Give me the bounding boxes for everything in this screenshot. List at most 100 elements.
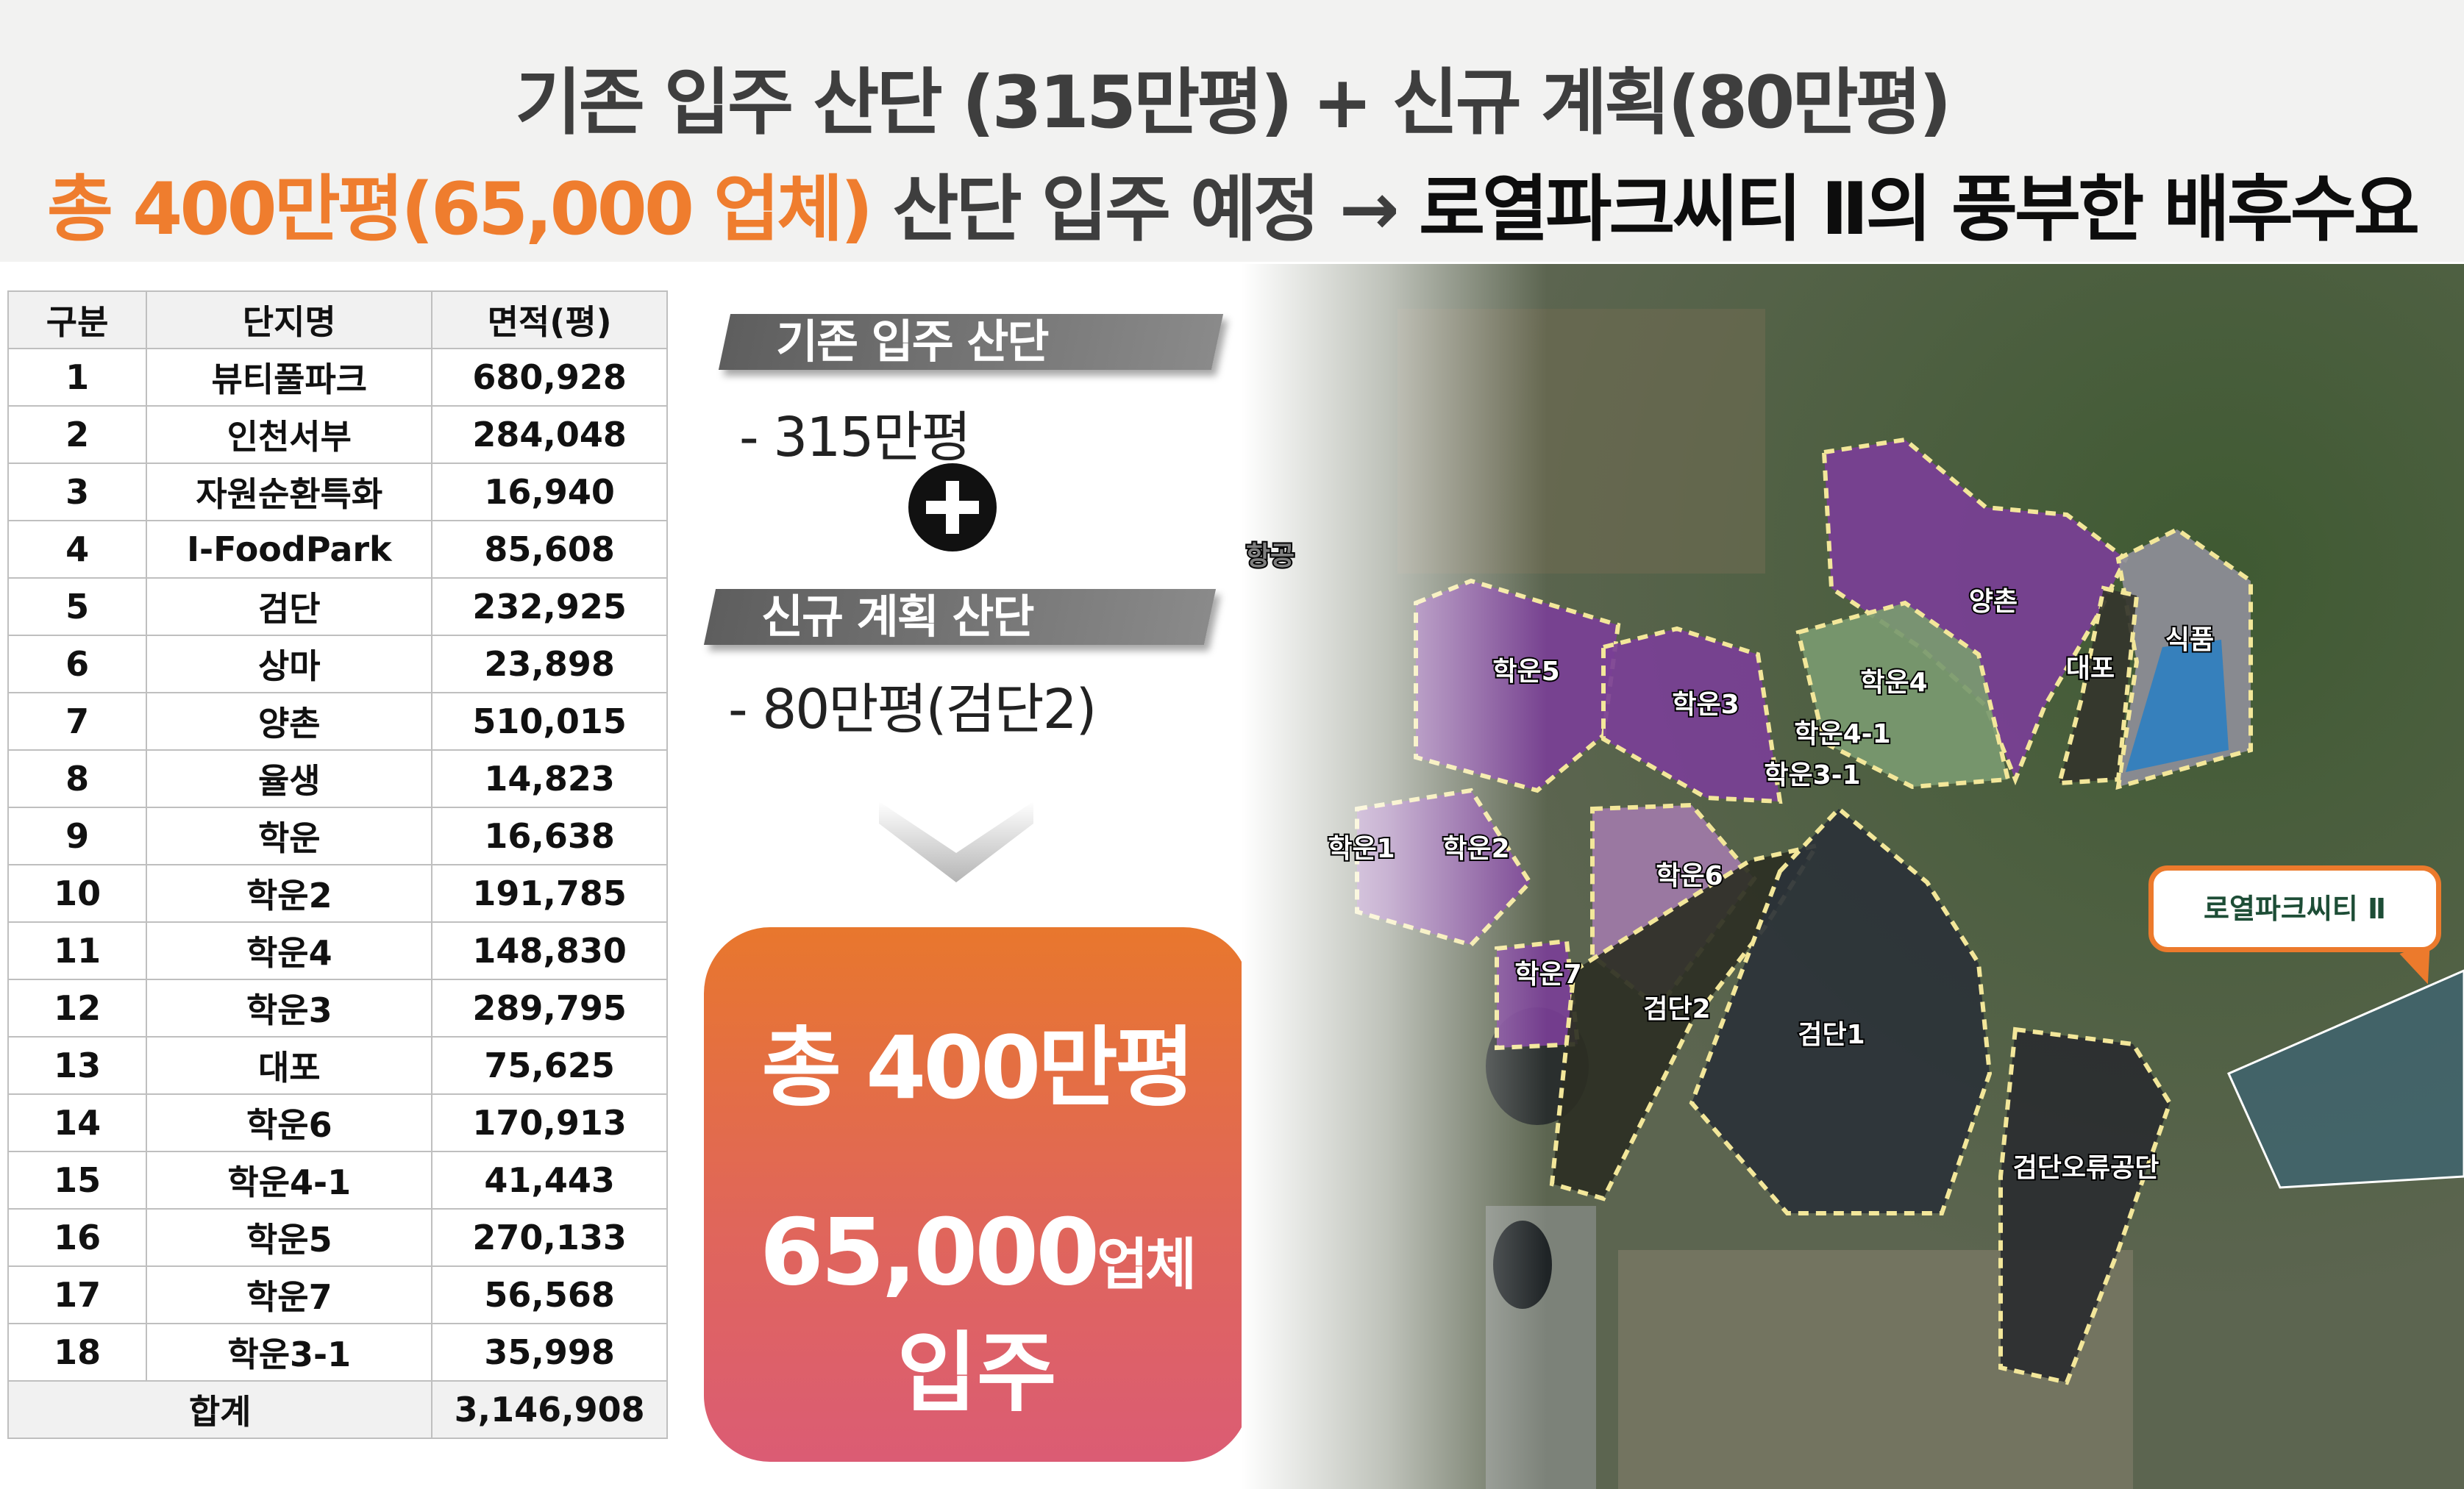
title-line-2: 총 400만평(65,000 업체) 산단 입주 예정 → 로열파크씨티 Ⅱ의 … bbox=[0, 151, 2464, 255]
row-number: 7 bbox=[7, 692, 148, 751]
row-number: 8 bbox=[7, 749, 148, 808]
table-row: 1 뷰티풀파크 680,928 bbox=[7, 348, 668, 407]
table-row: 4 I-FoodPark 85,608 bbox=[7, 520, 668, 579]
map-label: 검단1 bbox=[1798, 1020, 1865, 1050]
map-label: 양촌 bbox=[1969, 587, 2018, 617]
royal-park-city-callout: 로열파크씨티 Ⅱ bbox=[2148, 865, 2441, 952]
total-summary-box: 총 400만평 65,000업체 입주 bbox=[704, 927, 1250, 1462]
existing-complex-label: 기존 입주 산단 bbox=[776, 315, 1048, 368]
complex-name: 상마 bbox=[146, 635, 433, 693]
complex-name: 뷰티풀파크 bbox=[146, 348, 433, 407]
total-label: 합계 bbox=[7, 1380, 433, 1439]
complex-name: 학운5 bbox=[146, 1208, 433, 1267]
complex-area: 270,133 bbox=[431, 1208, 668, 1267]
existing-complex-value: - 315만평 bbox=[739, 406, 972, 469]
column-header-category: 구분 bbox=[7, 290, 148, 349]
map-label: 항공 bbox=[1246, 541, 1295, 571]
map-label: 학운3 bbox=[1672, 690, 1739, 720]
row-number: 3 bbox=[7, 463, 148, 521]
table-row: 14 학운6 170,913 bbox=[7, 1093, 668, 1152]
row-number: 9 bbox=[7, 807, 148, 865]
new-complex-banner: 신규 계획 산단 bbox=[703, 589, 1217, 645]
complex-name: 학운3 bbox=[146, 979, 433, 1038]
map-label: 학운6 bbox=[1656, 861, 1723, 891]
row-number: 11 bbox=[7, 921, 148, 980]
existing-complex-banner: 기존 입주 산단 bbox=[718, 314, 1224, 370]
row-number: 14 bbox=[7, 1093, 148, 1152]
table-row: 7 양촌 510,015 bbox=[7, 692, 668, 751]
table-row: 11 학운4 148,830 bbox=[7, 921, 668, 980]
complex-area: 191,785 bbox=[431, 864, 668, 923]
complex-name: 인천서부 bbox=[146, 405, 433, 464]
map-label: 학운4-1 bbox=[1794, 719, 1890, 749]
table-row: 5 검단 232,925 bbox=[7, 577, 668, 636]
new-complex-value: - 80만평(검단2) bbox=[728, 678, 1097, 741]
table-row: 18 학운3-1 35,998 bbox=[7, 1323, 668, 1382]
complex-area: 148,830 bbox=[431, 921, 668, 980]
table-row: 3 자원순환특화 16,940 bbox=[7, 463, 668, 521]
row-number: 10 bbox=[7, 864, 148, 923]
row-number: 2 bbox=[7, 405, 148, 464]
complex-area: 289,795 bbox=[431, 979, 668, 1038]
total-value: 3,146,908 bbox=[431, 1380, 668, 1439]
map-label: 대포 bbox=[2066, 654, 2115, 684]
map-label: 학운5 bbox=[1492, 657, 1559, 687]
new-complex-label: 신규 계획 산단 bbox=[761, 590, 1033, 643]
complex-name: 율생 bbox=[146, 749, 433, 808]
complex-name: I-FoodPark bbox=[146, 520, 433, 579]
header: 기존 입주 산단 (315만평) + 신규 계획(80만평) 총 400만평(6… bbox=[0, 0, 2464, 262]
complex-area: 85,608 bbox=[431, 520, 668, 579]
complex-name: 대포 bbox=[146, 1036, 433, 1095]
complex-name: 학운4-1 bbox=[146, 1151, 433, 1210]
complex-name: 자원순환특화 bbox=[146, 463, 433, 521]
table-total-row: 합계 3,146,908 bbox=[7, 1380, 668, 1439]
table-row: 2 인천서부 284,048 bbox=[7, 405, 668, 464]
title-middle: 산단 입주 예정 → bbox=[870, 168, 1419, 251]
complex-name: 양촌 bbox=[146, 692, 433, 751]
table-row: 17 학운7 56,568 bbox=[7, 1265, 668, 1324]
table-row: 16 학운5 270,133 bbox=[7, 1208, 668, 1267]
complex-area: 35,998 bbox=[431, 1323, 668, 1382]
complex-name: 학운 bbox=[146, 807, 433, 865]
complex-name: 검단 bbox=[146, 577, 433, 636]
map-label: 학운7 bbox=[1514, 960, 1581, 990]
row-number: 12 bbox=[7, 979, 148, 1038]
complex-name: 학운2 bbox=[146, 864, 433, 923]
plus-circle-icon bbox=[908, 463, 997, 551]
row-number: 13 bbox=[7, 1036, 148, 1095]
row-number: 1 bbox=[7, 348, 148, 407]
complex-area: 23,898 bbox=[431, 635, 668, 693]
map-label: 학운4 bbox=[1860, 668, 1927, 698]
total-move-in: 입주 bbox=[897, 1322, 1057, 1424]
row-number: 5 bbox=[7, 577, 148, 636]
title-line-1: 기존 입주 산단 (315만평) + 신규 계획(80만평) bbox=[515, 61, 1951, 145]
map-label: 검단2 bbox=[1643, 994, 1710, 1024]
complex-area: 680,928 bbox=[431, 348, 668, 407]
table-row: 9 학운 16,638 bbox=[7, 807, 668, 865]
map-label: 검단오류공단 bbox=[2013, 1153, 2159, 1183]
complex-area: 510,015 bbox=[431, 692, 668, 751]
complex-area: 56,568 bbox=[431, 1265, 668, 1324]
table-row: 10 학운2 191,785 bbox=[7, 864, 668, 923]
table-row: 6 상마 23,898 bbox=[7, 635, 668, 693]
column-header-name: 단지명 bbox=[146, 290, 433, 349]
industrial-complex-table: 구분 단지명 면적(평) 1 뷰티풀파크 680,928 2 인천서부 284,048 3 자… bbox=[7, 290, 668, 1439]
map-label: 학운3-1 bbox=[1764, 760, 1860, 790]
map-label: 학운1 bbox=[1328, 834, 1395, 864]
row-number: 6 bbox=[7, 635, 148, 693]
table-header-row: 구분 단지명 면적(평) bbox=[7, 290, 668, 349]
chevron-down-icon bbox=[879, 801, 1033, 882]
complex-name: 학운7 bbox=[146, 1265, 433, 1324]
row-number: 17 bbox=[7, 1265, 148, 1324]
row-number: 4 bbox=[7, 520, 148, 579]
complex-area: 232,925 bbox=[431, 577, 668, 636]
column-header-area: 면적(평) bbox=[431, 290, 668, 349]
complex-area: 14,823 bbox=[431, 749, 668, 808]
total-area: 총 400만평 bbox=[761, 1017, 1194, 1118]
complex-area: 41,443 bbox=[431, 1151, 668, 1210]
total-companies-number: 65,000 bbox=[759, 1199, 1100, 1306]
complex-area: 16,638 bbox=[431, 807, 668, 865]
total-companies-unit: 업체 bbox=[1097, 1232, 1197, 1297]
table-row: 13 대포 75,625 bbox=[7, 1036, 668, 1095]
complex-name: 학운3-1 bbox=[146, 1323, 433, 1382]
